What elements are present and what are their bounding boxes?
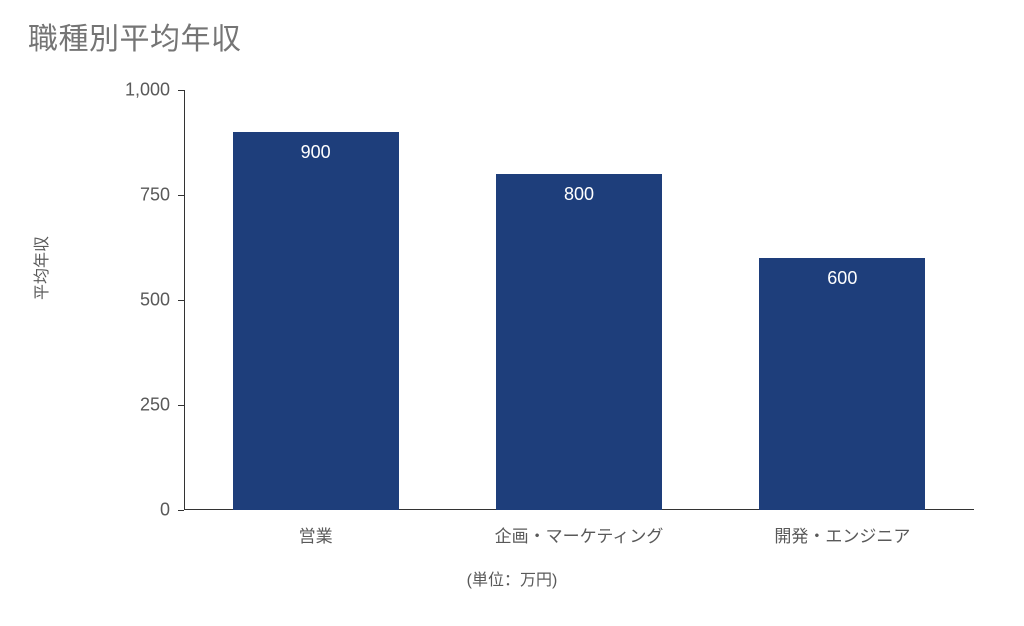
bar: 600	[759, 258, 925, 510]
y-tick-mark	[178, 405, 184, 406]
x-tick-label: 企画・マーケティング	[495, 522, 664, 547]
bar-value-label: 600	[759, 268, 925, 289]
y-tick-label: 0	[160, 500, 170, 521]
y-tick-mark	[178, 90, 184, 91]
y-tick-label: 750	[140, 185, 170, 206]
y-tick-mark	[178, 300, 184, 301]
y-tick-mark	[178, 195, 184, 196]
y-tick-label: 1,000	[125, 80, 170, 101]
y-tick-label: 500	[140, 290, 170, 311]
y-tick-mark	[178, 510, 184, 511]
bar: 800	[496, 174, 662, 510]
bar: 900	[233, 132, 399, 510]
bar-value-label: 800	[496, 184, 662, 205]
x-tick-label: 開発・エンジニア	[774, 522, 910, 547]
y-tick-label: 250	[140, 395, 170, 416]
chart-container: 職種別平均年収 平均年収 02505007501,000900営業800企画・マ…	[0, 0, 1024, 626]
x-axis-unit-label: (単位：万円)	[0, 566, 1024, 590]
bar-value-label: 900	[233, 142, 399, 163]
y-axis-line	[184, 90, 185, 510]
chart-title: 職種別平均年収	[28, 14, 242, 58]
plot-area: 02505007501,000900営業800企画・マーケティング600開発・エ…	[184, 90, 974, 510]
x-tick-label: 営業	[299, 522, 333, 547]
y-axis-label: 平均年収	[28, 236, 52, 300]
